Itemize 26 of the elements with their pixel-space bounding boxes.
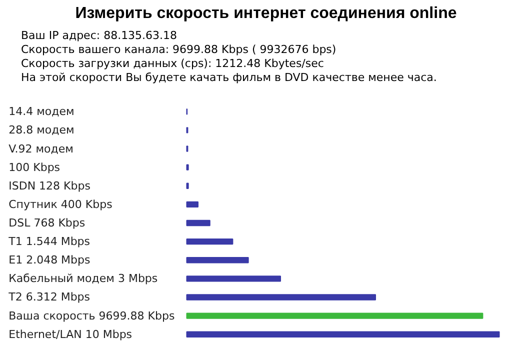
y-tick-label: 100 Kbps [8, 160, 60, 174]
y-tick-label: Ethernet/LAN 10 Mbps [8, 328, 132, 341]
y-tick-label: 14.4 модем [8, 105, 74, 118]
bar [186, 331, 500, 338]
chart-title: Измерить скорость интернет соединения online [74, 5, 458, 23]
bar [186, 201, 198, 208]
bar [186, 238, 234, 245]
bar [186, 257, 249, 264]
bar [186, 276, 281, 282]
bar [186, 312, 484, 319]
y-tick-label: Кабельный модем 3 Mbps [8, 272, 158, 286]
text: Скорость вашего канала: 9699.88 Kbps ( 9932676 bps) [21, 43, 338, 57]
y-tick-label: Ваша скорость 9699.88 Kbps [8, 309, 175, 322]
y-tick-label: T2 6.312 Mbps [8, 290, 90, 304]
y-tick-label: 28.8 модем [8, 124, 74, 137]
bar [186, 220, 210, 226]
bar [186, 294, 376, 300]
text: Ваш IP адрес: 88.135.63.18 [21, 29, 178, 43]
y-tick-label: Спутник 400 Kbps [8, 198, 113, 211]
y-tick-label: E1 2.048 Mbps [8, 254, 91, 267]
text: На этой скорости Вы будете качать фильм в DVD качестве менее часа. [21, 71, 438, 85]
y-tick-label: V.92 модем [8, 142, 74, 156]
y-tick-label: ISDN 128 Kbps [8, 179, 91, 192]
y-tick-label: T1 1.544 Mbps [8, 235, 90, 248]
text: Скорость загрузки данных (cps): 1212.48 Kbytes/sec [21, 57, 325, 71]
y-tick-label: DSL 768 Kbps [8, 216, 86, 230]
